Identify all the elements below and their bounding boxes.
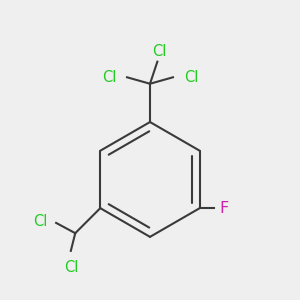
Text: Cl: Cl xyxy=(184,70,198,85)
Text: Cl: Cl xyxy=(33,214,47,229)
Text: F: F xyxy=(220,201,229,216)
Text: Cl: Cl xyxy=(102,70,116,85)
Text: Cl: Cl xyxy=(64,260,78,275)
Text: Cl: Cl xyxy=(152,44,166,59)
